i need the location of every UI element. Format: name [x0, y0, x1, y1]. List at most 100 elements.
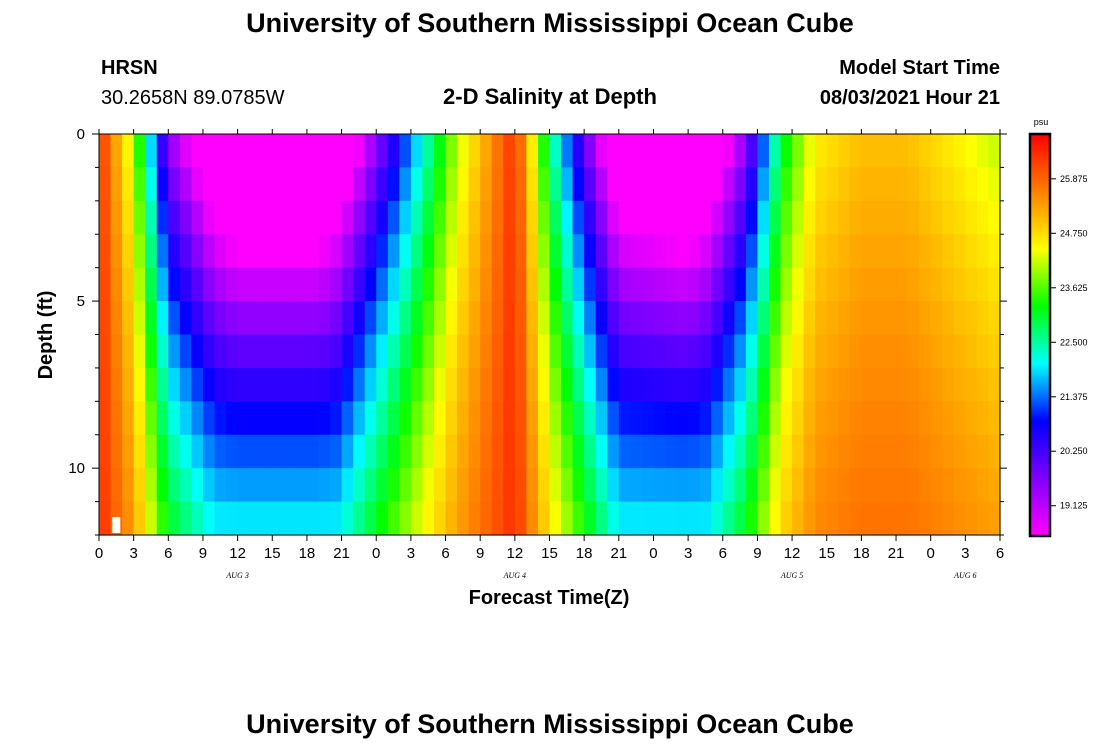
heatmap-cell	[803, 301, 816, 336]
heatmap-cell	[676, 200, 689, 235]
heatmap-cell	[768, 301, 782, 336]
heatmap-cell	[399, 301, 412, 336]
heatmap-cell	[688, 468, 701, 503]
heatmap-cell	[572, 234, 585, 269]
heatmap-cell	[780, 267, 793, 302]
heatmap-cell	[179, 267, 193, 302]
heatmap-cell	[896, 234, 909, 269]
heatmap-cell	[468, 234, 481, 269]
heatmap-cell	[676, 167, 689, 202]
heatmap-cell	[884, 167, 897, 202]
heatmap-cell	[792, 501, 805, 536]
heatmap-cell	[561, 367, 574, 402]
heatmap-cell	[179, 200, 193, 235]
heatmap-cell	[306, 501, 320, 536]
heatmap-cell	[110, 200, 123, 235]
heatmap-cell	[353, 134, 366, 169]
heatmap-cell	[537, 234, 551, 269]
heatmap-cell	[607, 434, 620, 469]
heatmap-cell	[665, 200, 678, 235]
heatmap-cell	[191, 434, 204, 469]
heatmap-cell	[607, 367, 620, 402]
heatmap-cell	[249, 434, 262, 469]
heatmap-cell	[145, 401, 158, 436]
heatmap-cell	[503, 301, 516, 336]
heatmap-cell	[283, 200, 296, 235]
heatmap-cell	[803, 501, 816, 536]
model-start-label: Model Start Time	[839, 57, 1000, 79]
heatmap-cell	[607, 334, 620, 369]
heatmap-cell	[480, 134, 493, 169]
heatmap-cell	[561, 468, 574, 503]
heatmap-cell	[803, 367, 816, 402]
heatmap-cell	[99, 167, 112, 202]
heatmap-cell	[919, 334, 932, 369]
heatmap-cell	[526, 401, 539, 436]
heatmap-cell	[884, 267, 897, 302]
heatmap-cell	[653, 334, 666, 369]
heatmap-cell	[260, 434, 273, 469]
heatmap-cell	[122, 468, 135, 503]
heatmap-cell	[699, 367, 712, 402]
heatmap-cell	[387, 301, 400, 336]
heatmap-cell	[537, 501, 551, 536]
heatmap-cell	[249, 267, 262, 302]
heatmap-cell	[757, 501, 770, 536]
heatmap-cell	[584, 301, 597, 336]
heatmap-cell	[896, 367, 909, 402]
heatmap-cell	[376, 234, 389, 269]
heatmap-cell	[803, 167, 816, 202]
colorbar-label: 25.875	[1060, 174, 1088, 184]
heatmap-cell	[653, 401, 666, 436]
heatmap-cell	[445, 401, 458, 436]
heatmap-cell	[457, 267, 470, 302]
heatmap-cell	[849, 200, 862, 235]
heatmap-cell	[618, 468, 631, 503]
heatmap-cell	[99, 234, 112, 269]
heatmap-cell	[572, 367, 585, 402]
heatmap-cell	[480, 434, 493, 469]
heatmap-cell	[872, 167, 886, 202]
heatmap-cell	[561, 200, 574, 235]
heatmap-cell	[872, 501, 886, 536]
heatmap-cell	[433, 434, 447, 469]
heatmap-cell	[930, 267, 943, 302]
heatmap-cell	[653, 267, 666, 302]
x-tick-label: 15	[818, 545, 835, 562]
heatmap-cell	[468, 301, 481, 336]
heatmap-cell	[584, 401, 597, 436]
heatmap-cell	[318, 301, 331, 336]
heatmap-cell	[283, 501, 296, 536]
heatmap-cell	[745, 501, 759, 536]
heatmap-cell	[930, 134, 943, 169]
heatmap-cell	[653, 434, 666, 469]
heatmap-cell	[942, 267, 955, 302]
heatmap-cell	[618, 267, 631, 302]
heatmap-cell	[549, 301, 562, 336]
heatmap-cell	[468, 134, 481, 169]
heatmap-cell	[387, 334, 400, 369]
heatmap-cell	[745, 367, 759, 402]
heatmap-cell	[953, 234, 966, 269]
heatmap-cell	[653, 200, 666, 235]
heatmap-cell	[584, 434, 597, 469]
x-tick-label: 12	[507, 545, 524, 562]
heatmap-cell	[826, 401, 839, 436]
heatmap-cell	[306, 401, 320, 436]
heatmap-cell	[237, 334, 250, 369]
heatmap-cell	[572, 301, 585, 336]
heatmap-cell	[156, 234, 169, 269]
heatmap-cell	[491, 267, 504, 302]
heatmap-cell	[202, 234, 216, 269]
heatmap-cell	[341, 501, 354, 536]
heatmap-cell	[641, 434, 655, 469]
heatmap-cell	[537, 200, 551, 235]
heatmap-cell	[99, 134, 112, 169]
heatmap-cell	[283, 234, 296, 269]
x-tick-label: 12	[784, 545, 801, 562]
heatmap-cell	[341, 301, 354, 336]
heatmap-cell	[595, 434, 608, 469]
heatmap-cell	[896, 301, 909, 336]
heatmap-cell	[688, 234, 701, 269]
heatmap-cell	[318, 167, 331, 202]
